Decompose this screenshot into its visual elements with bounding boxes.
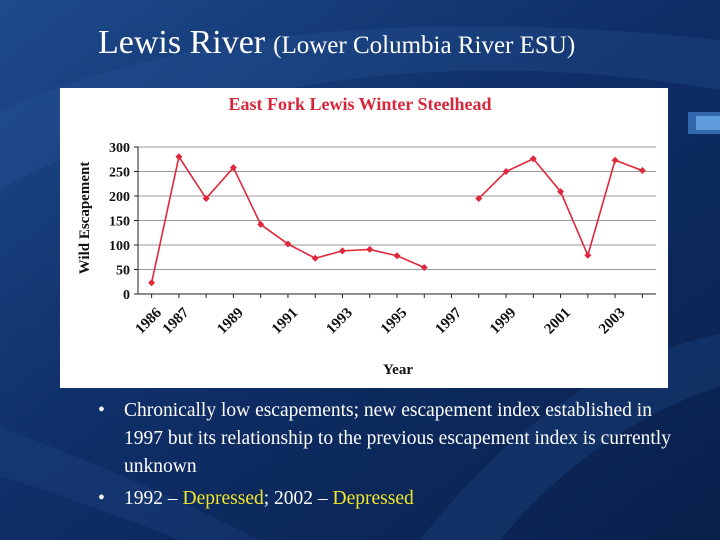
data-point [502,168,510,175]
y-tick-label: 100 [109,239,130,254]
y-axis-label: Wild Escapement [77,162,93,275]
slide-title-main: Lewis River [98,24,266,61]
bullet-list: • Chronically low escapements; new escap… [98,397,678,517]
data-point [257,220,265,228]
bullet-item-escapements: • Chronically low escapements; new escap… [98,397,678,481]
y-tick-label: 250 [109,166,130,181]
x-axis-label: Year [383,362,413,378]
bullet-mark: • [98,400,105,421]
data-point [229,164,237,172]
y-tick-label: 0 [123,288,130,303]
data-point [338,247,346,255]
bullet-mark: • [98,488,105,509]
data-point [638,167,646,175]
status-depressed-2002: Depressed [332,488,414,509]
status-year-1992: 1992 – [124,488,183,509]
y-tick-label: 300 [109,141,130,156]
data-point [557,188,565,196]
bullet-text: Chronically low escapements; new escapem… [124,400,671,477]
data-point [420,264,428,272]
data-point [393,252,401,260]
y-tick-label: 150 [109,215,130,230]
data-point [584,251,592,259]
status-depressed-1992: Depressed [182,488,264,509]
y-tick-labels: 0 50 100 150 200 250 300 [109,141,130,303]
data-point [529,155,537,163]
data-point [366,245,374,253]
chart-title: East Fork Lewis Winter Steelhead [228,94,491,114]
data-point [284,240,292,248]
bullet-item-status: • 1992 – Depressed; 2002 – Depressed [98,485,678,513]
escapement-chart: East Fork Lewis Winter Steelhead Wild Es… [60,88,668,388]
data-point [311,254,319,262]
data-point [475,194,483,202]
slide-title-sub: (Lower Columbia River ESU) [273,32,576,59]
data-point [611,156,619,164]
slide-title: Lewis River (Lower Columbia River ESU) [98,24,575,62]
status-year-2002: ; 2002 – [263,488,333,509]
data-point [202,194,210,202]
data-point [148,279,156,287]
y-tick-label: 50 [116,264,130,279]
chart-background [60,88,668,388]
data-point [175,153,183,161]
axes [134,146,656,298]
y-tick-label: 200 [109,190,130,205]
grid-lines [138,146,656,270]
series-wild-escapement [148,153,646,287]
